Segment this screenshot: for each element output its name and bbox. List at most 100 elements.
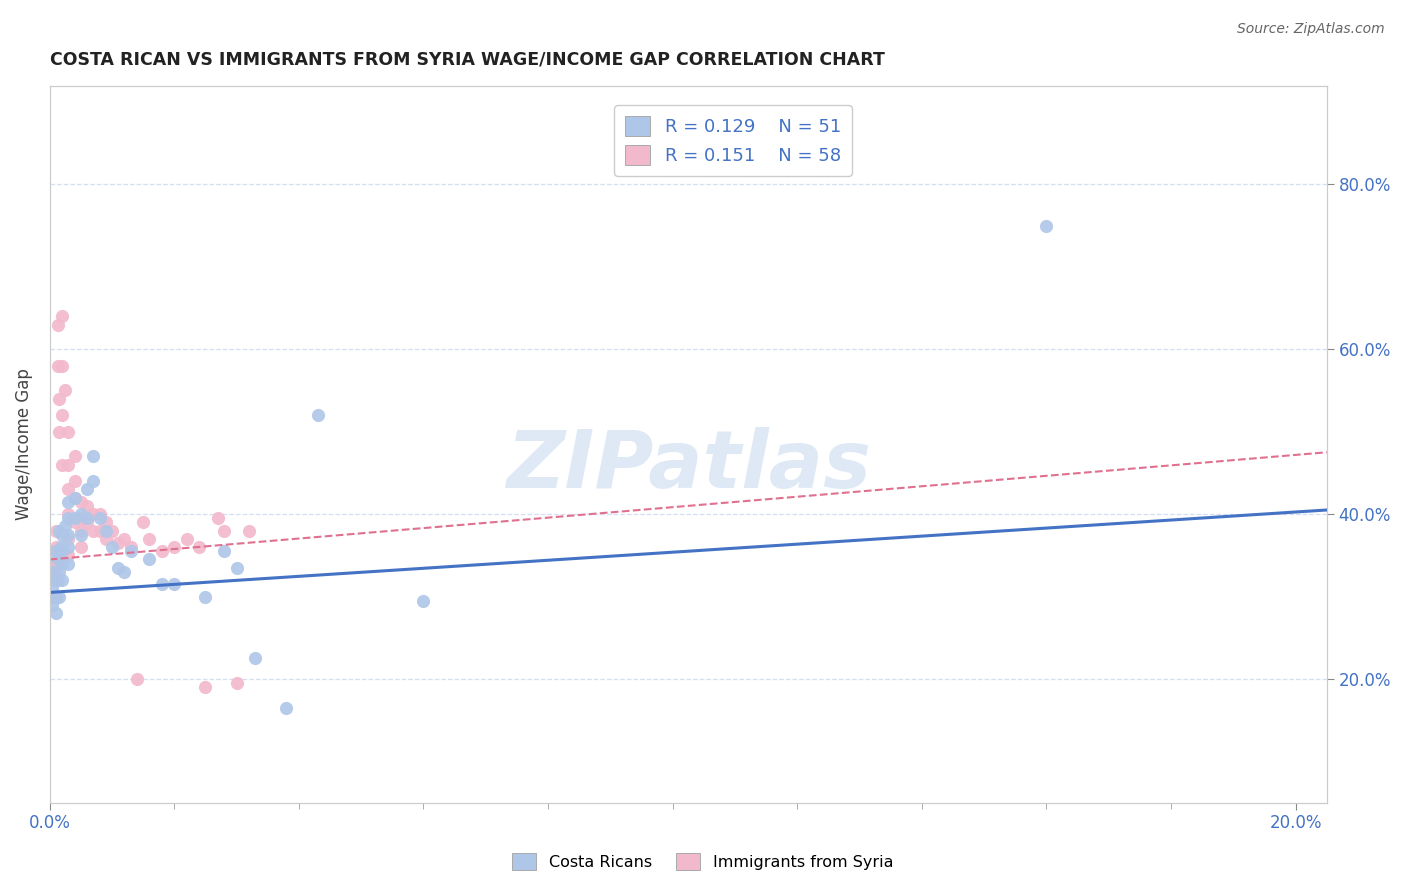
Point [51, 408, 73, 422]
Point [1035, 219, 1057, 233]
Point [69, 527, 91, 541]
Point [207, 511, 229, 525]
Point [41, 552, 63, 566]
Point [138, 552, 160, 566]
Point [412, 593, 434, 607]
Point [194, 590, 217, 604]
Point [163, 540, 186, 554]
Point [107, 536, 129, 550]
Point [46, 318, 69, 332]
Point [58, 540, 80, 554]
Point [58, 511, 80, 525]
Point [163, 577, 186, 591]
Point [42, 590, 65, 604]
Point [46, 573, 69, 587]
Point [44, 565, 66, 579]
Point [46, 552, 69, 566]
Point [48, 524, 70, 538]
Point [58, 458, 80, 472]
Point [45, 573, 67, 587]
Point [176, 532, 198, 546]
Point [51, 557, 73, 571]
Point [138, 532, 160, 546]
Point [89, 524, 111, 538]
Point [63, 516, 86, 530]
Point [63, 491, 86, 505]
Text: COSTA RICAN VS IMMIGRANTS FROM SYRIA WAGE/INCOME GAP CORRELATION CHART: COSTA RICAN VS IMMIGRANTS FROM SYRIA WAG… [49, 51, 884, 69]
Point [112, 532, 135, 546]
Point [101, 524, 124, 538]
Point [53, 384, 76, 398]
Point [82, 524, 104, 538]
Point [45, 544, 67, 558]
Point [89, 511, 111, 525]
Point [150, 577, 173, 591]
Point [82, 474, 104, 488]
Point [49, 540, 72, 554]
Text: ZIPatlas: ZIPatlas [506, 426, 870, 505]
Point [69, 507, 91, 521]
Point [58, 532, 80, 546]
Point [51, 458, 73, 472]
Point [45, 540, 67, 554]
Point [76, 483, 98, 497]
Point [69, 511, 91, 525]
Point [112, 565, 135, 579]
Point [212, 524, 235, 538]
Point [120, 540, 142, 554]
Point [94, 524, 117, 538]
Point [307, 408, 329, 422]
Point [107, 560, 129, 574]
Point [82, 450, 104, 464]
Point [46, 359, 69, 373]
Y-axis label: Wage/Income Gap: Wage/Income Gap [15, 368, 32, 520]
Point [51, 544, 73, 558]
Point [58, 557, 80, 571]
Point [51, 359, 73, 373]
Point [276, 701, 298, 715]
Text: Source: ZipAtlas.com: Source: ZipAtlas.com [1237, 22, 1385, 37]
Point [76, 511, 98, 525]
Point [53, 519, 76, 533]
Point [89, 507, 111, 521]
Point [94, 532, 117, 546]
Point [45, 590, 67, 604]
Point [82, 507, 104, 521]
Point [58, 425, 80, 439]
Point [132, 516, 155, 530]
Point [51, 310, 73, 324]
Point [42, 557, 65, 571]
Point [188, 540, 211, 554]
Legend: R = 0.129    N = 51, R = 0.151    N = 58: R = 0.129 N = 51, R = 0.151 N = 58 [614, 105, 852, 176]
Point [45, 606, 67, 620]
Point [194, 680, 217, 694]
Point [94, 516, 117, 530]
Point [48, 565, 70, 579]
Point [51, 527, 73, 541]
Point [76, 516, 98, 530]
Point [69, 524, 91, 538]
Point [45, 557, 67, 571]
Point [41, 569, 63, 583]
Point [48, 392, 70, 406]
Point [225, 560, 247, 574]
Point [45, 573, 67, 587]
Point [41, 582, 63, 596]
Point [45, 524, 67, 538]
Point [69, 495, 91, 509]
Point [48, 425, 70, 439]
Point [245, 651, 267, 665]
Point [150, 544, 173, 558]
Point [63, 474, 86, 488]
Point [125, 672, 148, 686]
Point [238, 524, 260, 538]
Point [41, 598, 63, 612]
Point [44, 573, 66, 587]
Point [120, 544, 142, 558]
Point [58, 483, 80, 497]
Point [69, 540, 91, 554]
Point [42, 544, 65, 558]
Point [101, 540, 124, 554]
Point [225, 676, 247, 690]
Point [63, 511, 86, 525]
